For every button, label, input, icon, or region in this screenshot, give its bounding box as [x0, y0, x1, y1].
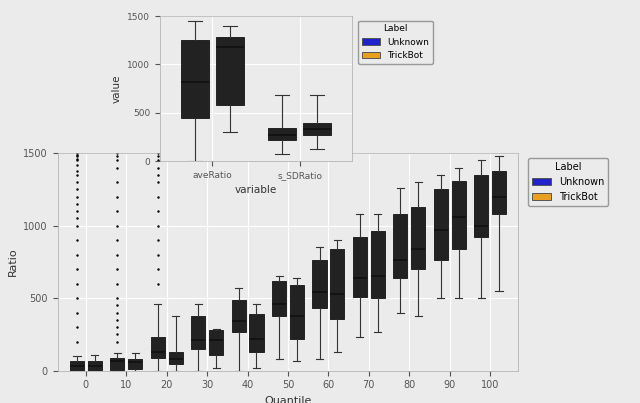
PathPatch shape: [110, 358, 125, 370]
PathPatch shape: [209, 330, 223, 355]
Legend: Unknown, TrickBot: Unknown, TrickBot: [528, 158, 608, 206]
Y-axis label: Ratio: Ratio: [8, 247, 18, 276]
PathPatch shape: [88, 361, 102, 371]
Legend: Unknown, TrickBot: Unknown, TrickBot: [358, 21, 433, 64]
PathPatch shape: [411, 207, 425, 269]
PathPatch shape: [70, 361, 84, 371]
PathPatch shape: [250, 314, 264, 352]
PathPatch shape: [371, 231, 385, 298]
PathPatch shape: [434, 189, 448, 260]
PathPatch shape: [128, 359, 142, 369]
PathPatch shape: [353, 237, 367, 297]
PathPatch shape: [290, 285, 304, 339]
X-axis label: variable: variable: [235, 185, 277, 195]
PathPatch shape: [232, 300, 246, 332]
PathPatch shape: [312, 260, 326, 308]
PathPatch shape: [303, 123, 331, 135]
PathPatch shape: [216, 37, 244, 105]
Y-axis label: value: value: [112, 75, 122, 103]
PathPatch shape: [474, 175, 488, 237]
PathPatch shape: [181, 40, 209, 118]
PathPatch shape: [168, 352, 182, 364]
X-axis label: Quantile: Quantile: [264, 396, 312, 403]
PathPatch shape: [151, 337, 165, 358]
PathPatch shape: [330, 249, 344, 318]
PathPatch shape: [272, 281, 286, 316]
PathPatch shape: [492, 170, 506, 214]
PathPatch shape: [191, 316, 205, 349]
PathPatch shape: [268, 128, 296, 140]
PathPatch shape: [394, 214, 408, 278]
PathPatch shape: [451, 181, 466, 249]
